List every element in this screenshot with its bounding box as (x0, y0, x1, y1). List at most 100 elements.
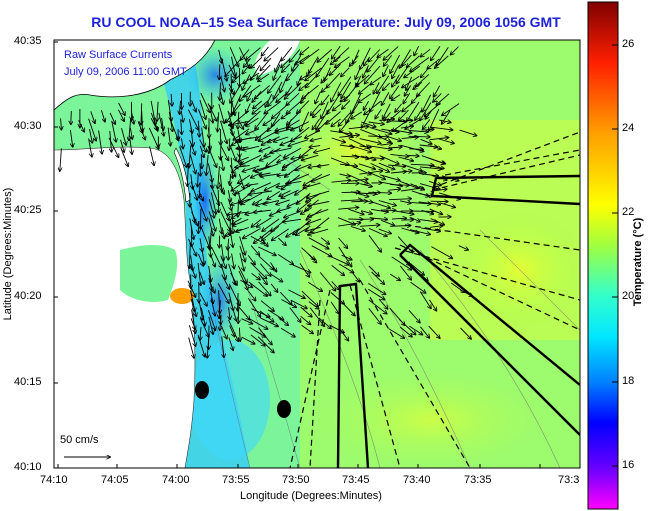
current-arrow (210, 298, 215, 315)
colorbar-tick-label: 24 (622, 122, 635, 134)
current-arrow (218, 166, 220, 188)
current-arrow (182, 138, 184, 148)
current-arrow (317, 49, 332, 62)
current-arrow (297, 199, 312, 211)
current-arrow (229, 120, 250, 125)
current-arrow (421, 209, 434, 214)
current-arrow (221, 274, 230, 289)
current-arrow (332, 45, 341, 58)
current-arrow (218, 189, 219, 212)
current-arrow (108, 137, 119, 157)
current-arrow (360, 155, 376, 160)
current-arrow (392, 74, 400, 87)
current-arrow (257, 336, 274, 353)
current-arrow (300, 111, 310, 131)
current-arrow (253, 100, 262, 109)
current-arrow (439, 120, 451, 122)
warm-patch-3 (310, 370, 550, 468)
current-arrow (258, 327, 272, 345)
current-arrow (351, 154, 369, 159)
current-arrow (239, 327, 240, 341)
current-arrow (257, 64, 271, 79)
current-arrow (250, 245, 259, 255)
current-arrow (199, 318, 208, 337)
current-arrow (190, 318, 195, 329)
colorbar-tick-label: 20 (622, 290, 635, 302)
current-arrow (340, 200, 362, 201)
current-arrow (118, 109, 125, 121)
current-arrow (360, 183, 372, 187)
current-arrow (410, 216, 419, 221)
current-arrow (280, 135, 302, 145)
current-arrow (232, 74, 241, 82)
current-arrow (219, 300, 220, 318)
current-arrow (199, 145, 204, 157)
current-arrow (361, 210, 372, 214)
current-arrow (350, 179, 368, 181)
current-arrow (388, 199, 411, 200)
current-arrow (306, 73, 319, 88)
current-arrow (98, 130, 102, 154)
current-arrow (421, 66, 430, 77)
current-arrow (157, 101, 158, 121)
current-arrow (228, 190, 230, 201)
current-arrow (408, 155, 419, 156)
current-arrow (129, 118, 131, 140)
current-arrow (421, 48, 431, 56)
current-arrow (383, 65, 389, 76)
current-arrow (276, 90, 290, 102)
current-arrow (189, 139, 196, 155)
current-arrow (210, 192, 216, 214)
current-arrow (258, 246, 276, 255)
current-arrow (243, 165, 260, 172)
current-arrow (351, 271, 360, 282)
current-arrow (228, 319, 239, 341)
current-arrow (281, 111, 291, 118)
current-arrow (301, 247, 315, 260)
current-arrow (296, 225, 311, 235)
current-arrow (228, 337, 233, 350)
current-arrow (368, 171, 385, 179)
current-arrow (272, 102, 290, 118)
current-arrow (368, 308, 381, 324)
current-arrow (330, 130, 351, 134)
figure-title: RU COOL NOAA–15 Sea Surface Temperature:… (91, 14, 561, 30)
current-arrow (318, 317, 331, 329)
current-arrow (190, 181, 197, 200)
current-arrow (131, 111, 133, 124)
current-arrow (211, 175, 212, 188)
current-arrow (331, 118, 341, 126)
current-arrow (256, 163, 279, 172)
current-arrow (237, 265, 247, 283)
current-arrow (435, 55, 449, 68)
current-arrow (375, 109, 382, 118)
current-arrow (339, 328, 349, 341)
scale-label: 50 cm/s (60, 434, 99, 446)
current-arrow (311, 217, 330, 233)
current-arrow (249, 327, 266, 336)
current-arrow (198, 109, 207, 128)
current-arrow (371, 208, 388, 212)
current-arrow (341, 254, 352, 260)
current-arrow (232, 94, 242, 115)
current-arrow (407, 101, 420, 121)
current-vectors (60, 45, 477, 358)
current-arrow (189, 201, 195, 223)
buoy-dot-icon (195, 381, 209, 399)
current-arrow (280, 327, 295, 337)
current-arrow (434, 85, 441, 97)
current-arrow (414, 45, 420, 55)
current-arrow (239, 252, 244, 271)
current-arrow (189, 154, 195, 174)
current-arrow (379, 136, 391, 142)
current-arrow (419, 291, 431, 309)
current-arrow (368, 283, 385, 294)
y-tick-label: 40:25 (14, 204, 42, 216)
current-arrow (218, 218, 222, 234)
current-arrow (226, 103, 241, 122)
current-arrow (179, 146, 187, 168)
current-arrow (370, 76, 382, 85)
current-arrow (442, 103, 460, 116)
current-arrow (231, 183, 242, 191)
current-arrow (430, 226, 442, 228)
